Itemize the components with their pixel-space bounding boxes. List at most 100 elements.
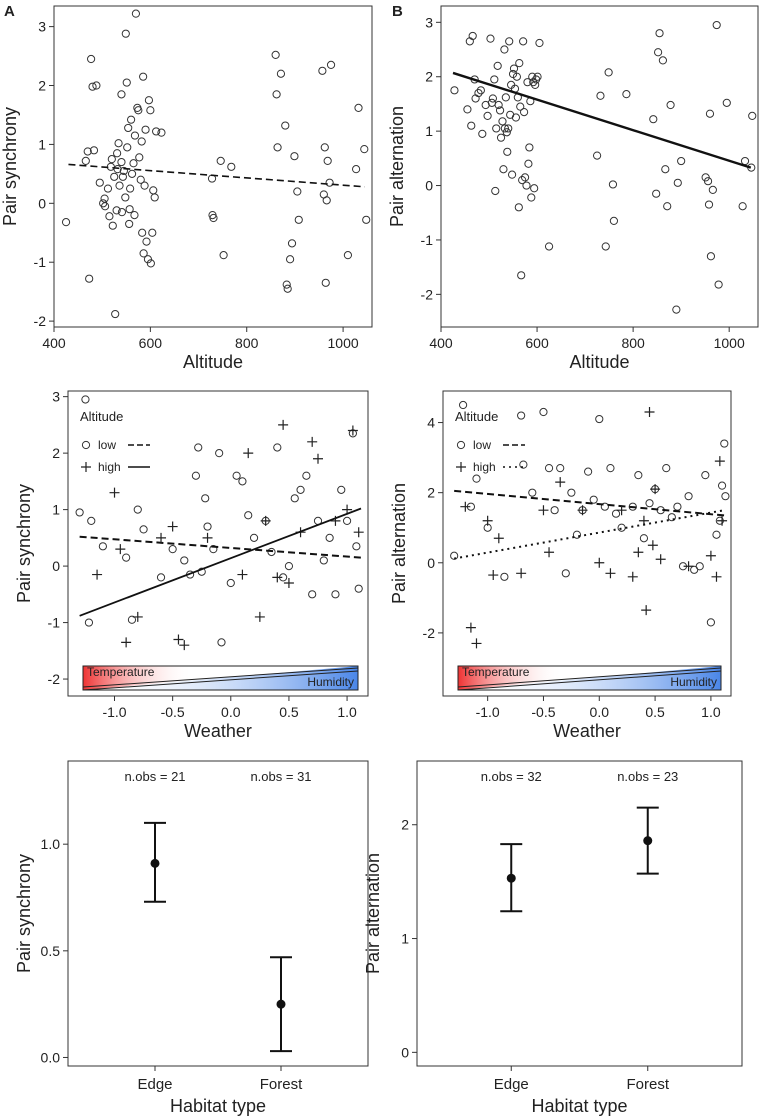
- y-tick-label-habitat-synchrony: 0.0: [41, 1049, 61, 1065]
- data-point-weather-alternation-low: [500, 572, 509, 581]
- gradient-bar-divider-weather-synchrony: [82, 670, 359, 691]
- data-point-altitude-synchrony: [143, 255, 153, 264]
- data-point-altitude-alternation: [652, 189, 661, 198]
- x-axis-title-weather-synchrony: Weather: [184, 721, 252, 741]
- data-point-weather-synchrony-high: [109, 487, 120, 498]
- data-point-altitude-alternation: [495, 106, 505, 115]
- data-point-altitude-alternation: [740, 156, 750, 166]
- data-point-weather-alternation-high: [717, 515, 728, 526]
- y-tick-label-altitude-alternation: 2: [425, 69, 433, 85]
- y-axis-title-habitat-synchrony: Pair synchrony: [14, 854, 34, 973]
- data-point-weather-alternation-low: [634, 471, 643, 480]
- data-point-weather-synchrony-high: [260, 515, 271, 526]
- data-point-altitude-synchrony: [360, 145, 369, 154]
- y-tick-label-altitude-synchrony: -1: [34, 254, 47, 270]
- y-tick-label-altitude-alternation: 3: [425, 14, 433, 30]
- data-point-weather-synchrony-high: [272, 572, 283, 583]
- data-point-weather-synchrony-low: [81, 395, 90, 404]
- data-point-altitude-alternation: [523, 78, 532, 87]
- data-point-altitude-alternation: [518, 176, 527, 185]
- data-point-weather-synchrony-low: [302, 471, 311, 480]
- y-tick-label-habitat-synchrony: 1.0: [41, 836, 61, 852]
- data-point-altitude-alternation: [502, 128, 511, 137]
- data-point-weather-alternation-high: [650, 484, 661, 495]
- data-point-altitude-alternation: [604, 68, 613, 77]
- legend-label-weather-alternation-low: low: [473, 438, 491, 452]
- data-point-weather-alternation-high: [627, 571, 638, 582]
- data-point-weather-alternation-low: [528, 488, 537, 497]
- data-point-altitude-synchrony: [107, 155, 116, 164]
- data-point-weather-synchrony-low: [209, 545, 218, 554]
- data-point-weather-alternation-low: [572, 530, 582, 539]
- data-point-weather-synchrony-low: [273, 443, 282, 452]
- data-point-altitude-alternation: [491, 186, 500, 196]
- data-point-altitude-alternation: [515, 59, 524, 68]
- data-point-altitude-synchrony: [125, 205, 134, 214]
- data-point-weather-alternation-high: [493, 533, 504, 544]
- data-point-altitude-synchrony: [157, 128, 166, 137]
- plot-frame-altitude-synchrony: [53, 5, 373, 328]
- data-point-altitude-synchrony: [112, 206, 121, 215]
- data-point-weather-synchrony-low: [290, 494, 299, 503]
- data-point-altitude-alternation: [511, 113, 521, 122]
- y-tick-label-altitude-synchrony: 2: [38, 78, 46, 94]
- legend-marker-weather-alternation-low: [456, 440, 466, 450]
- data-point-weather-alternation-low: [550, 506, 559, 515]
- data-point-altitude-alternation: [529, 78, 538, 87]
- y-tick-label-altitude-synchrony: 1: [38, 136, 46, 152]
- data-point-weather-alternation-low: [606, 464, 615, 473]
- data-point-weather-alternation-low: [517, 411, 526, 420]
- plot-frame-habitat-alternation: [416, 760, 743, 1067]
- data-point-weather-synchrony-low: [203, 522, 212, 531]
- data-point-weather-synchrony-low: [238, 477, 247, 486]
- data-point-altitude-synchrony: [139, 72, 148, 81]
- data-point-altitude-synchrony: [117, 208, 127, 217]
- x-tick-label-habitat-synchrony: Forest: [260, 1076, 303, 1093]
- x-tick-label-altitude-synchrony: 400: [42, 335, 66, 351]
- data-point-altitude-alternation: [471, 94, 480, 103]
- data-point-altitude-synchrony: [290, 152, 299, 161]
- data-point-altitude-synchrony: [326, 60, 336, 69]
- data-point-weather-synchrony-high: [353, 527, 364, 538]
- data-point-altitude-synchrony: [354, 103, 363, 112]
- legend-marker-weather-alternation-high: [456, 462, 466, 472]
- trend-line-altitude-synchrony: [68, 163, 365, 188]
- x-tick-label-altitude-synchrony: 1000: [328, 335, 359, 351]
- data-point-weather-alternation-high: [705, 550, 716, 561]
- x-tick-label-weather-alternation: -0.5: [531, 704, 555, 720]
- mean-point-habitat-synchrony: [150, 858, 160, 868]
- data-point-altitude-alternation: [499, 165, 508, 174]
- x-tick-label-weather-synchrony: -0.5: [161, 704, 185, 720]
- data-point-weather-synchrony-low: [84, 618, 94, 627]
- data-point-altitude-synchrony: [134, 106, 143, 115]
- data-point-altitude-synchrony: [272, 90, 281, 99]
- n-obs-label-habitat-alternation: n.obs = 32: [481, 769, 542, 784]
- mean-point-habitat-alternation: [643, 836, 653, 846]
- gradient-left-label-weather-alternation: Temperature: [462, 665, 530, 679]
- legend-title-weather-alternation: Altitude: [455, 409, 498, 424]
- data-point-altitude-alternation: [498, 117, 507, 126]
- data-point-weather-alternation-low: [589, 495, 598, 504]
- data-point-weather-synchrony-low: [325, 533, 334, 542]
- x-tick-label-weather-alternation: -1.0: [476, 704, 500, 720]
- data-point-weather-synchrony-low: [98, 542, 107, 551]
- gradient-bar-divider-weather-synchrony: [82, 667, 359, 688]
- data-point-altitude-synchrony: [113, 165, 122, 174]
- data-point-altitude-synchrony: [362, 215, 371, 224]
- y-axis-title-altitude-alternation: Pair alternation: [387, 106, 407, 227]
- data-point-altitude-synchrony: [111, 309, 120, 319]
- data-point-weather-alternation-low: [701, 471, 710, 480]
- data-point-weather-synchrony-low: [352, 542, 361, 551]
- x-axis-title-altitude-synchrony: Altitude: [183, 352, 243, 372]
- data-point-weather-synchrony-high: [156, 532, 167, 543]
- data-point-altitude-synchrony: [127, 169, 137, 178]
- data-point-weather-alternation-high: [683, 561, 694, 572]
- trend-line-weather-synchrony-low: [79, 535, 362, 559]
- data-point-altitude-alternation: [592, 151, 602, 160]
- data-point-weather-alternation-low: [567, 488, 576, 497]
- data-point-weather-synchrony-low: [215, 449, 224, 458]
- trend-line-weather-synchrony-high: [79, 507, 362, 617]
- data-point-weather-synchrony-low: [191, 471, 201, 480]
- data-point-weather-synchrony-high: [121, 637, 132, 648]
- data-point-weather-alternation-low: [584, 467, 593, 476]
